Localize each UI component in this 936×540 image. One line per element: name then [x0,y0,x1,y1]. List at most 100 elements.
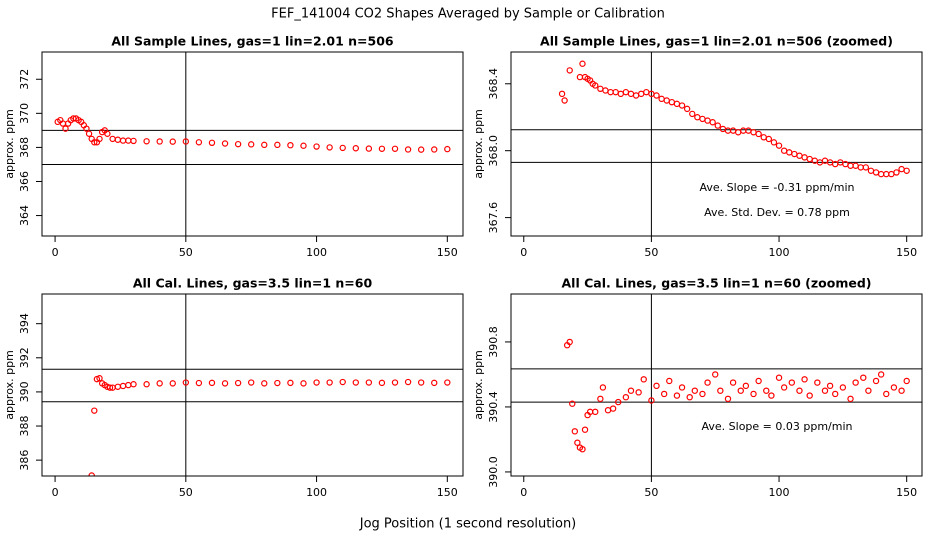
point [169,380,176,387]
point [365,379,373,386]
x-tick-label: 0 [52,246,59,259]
x-tick-label: 0 [52,486,59,499]
point [287,379,294,387]
point [704,117,711,124]
point [780,384,788,391]
point [444,145,451,153]
x-tick-label: 150 [437,246,458,259]
point [658,95,665,103]
point [579,445,586,453]
point [717,387,724,394]
point [839,384,847,391]
point [119,137,127,144]
point [750,129,757,136]
point [806,392,813,399]
point [890,384,898,391]
point [806,155,813,163]
point [734,129,742,136]
point [786,149,793,156]
point [574,439,581,446]
point [893,169,900,176]
point [597,85,604,93]
y-axis-label: approx. ppm [472,350,485,420]
panel-title: All Sample Lines, gas=1 lin=2.01 n=506 (… [540,34,893,49]
x-tick-label: 150 [437,486,458,499]
y-tick-label: 364 [18,205,31,226]
point [877,170,885,178]
point [814,379,821,386]
point [622,88,630,96]
point [326,144,333,151]
point [801,154,808,161]
point [125,137,132,144]
point [852,162,859,169]
point [431,146,438,153]
point [300,380,307,387]
y-axis-label: approx. ppm [472,109,485,179]
point [867,167,875,174]
x-tick-label: 100 [769,486,790,499]
point [597,395,604,403]
point [612,88,619,96]
point [847,395,854,403]
annotation: Ave. Slope = -0.31 ppm/min [700,181,855,194]
x-tick-label: 100 [769,246,790,259]
point [898,387,905,394]
point [712,371,719,378]
y-tick-label: 368 [18,137,31,158]
point [637,90,645,98]
point [378,379,386,387]
x-tick-label: 50 [644,246,658,259]
point [857,164,864,171]
point [847,162,854,169]
point [791,150,798,158]
plot-area [42,52,463,236]
panel-title: All Cal. Lines, gas=3.5 lin=1 n=60 (zoom… [562,276,872,291]
point [569,400,576,407]
point [234,379,242,387]
plot-area [511,52,922,236]
point [704,379,711,386]
point [91,407,98,414]
point [261,141,268,149]
point [883,170,890,178]
point [182,138,190,145]
x-tick-label: 0 [520,486,527,499]
y-tick-label: 390 [18,381,31,402]
point [699,390,706,398]
point [96,135,103,143]
point [826,382,834,390]
point [326,379,333,386]
point [391,379,399,386]
point [770,139,778,146]
point [444,379,451,386]
point [88,472,95,476]
point [352,379,359,386]
y-tick-label: 372 [18,69,31,90]
point [763,387,770,394]
point [860,374,867,381]
point [114,383,122,390]
plot-area [42,294,463,476]
annotation: Ave. Slope = 0.03 ppm/min [702,420,853,433]
point [666,377,673,385]
point [143,381,150,388]
point [729,379,737,386]
point [300,142,307,149]
y-tick-label: 392 [18,347,31,368]
x-axis-label: Jog Position (1 second resolution) [359,517,577,532]
point [391,145,399,152]
point [274,379,281,387]
y-tick-label: 388 [18,416,31,437]
point [604,406,612,414]
point [592,82,599,89]
point [169,138,176,145]
point [558,90,566,98]
point [627,90,635,98]
plot-frame [41,51,464,237]
point [221,140,229,147]
point [581,426,589,433]
point [208,139,216,147]
point [796,152,803,159]
point [566,338,573,346]
